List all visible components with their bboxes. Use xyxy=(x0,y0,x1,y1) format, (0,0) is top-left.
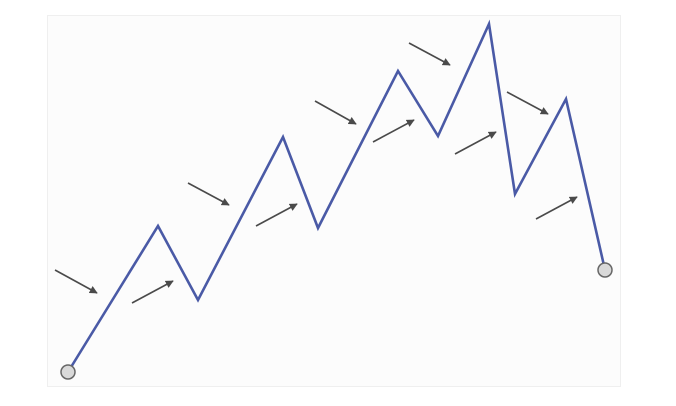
arrow-right-icon xyxy=(255,203,298,227)
arrow-right-icon xyxy=(187,182,230,206)
end-marker-icon xyxy=(597,262,613,278)
arrow-right-icon xyxy=(506,91,549,115)
arrow-right-icon xyxy=(408,42,451,66)
arrow-right-icon xyxy=(535,196,578,220)
arrow-right-icon xyxy=(314,100,357,125)
arrow-right-icon xyxy=(54,269,98,294)
arrow-right-icon xyxy=(131,280,174,304)
arrow-right-icon xyxy=(372,119,415,143)
wave-line xyxy=(66,19,607,373)
start-marker-icon xyxy=(60,364,76,380)
diagram-panel xyxy=(47,15,621,387)
arrow-group xyxy=(54,42,578,304)
arrow-right-icon xyxy=(454,131,497,155)
